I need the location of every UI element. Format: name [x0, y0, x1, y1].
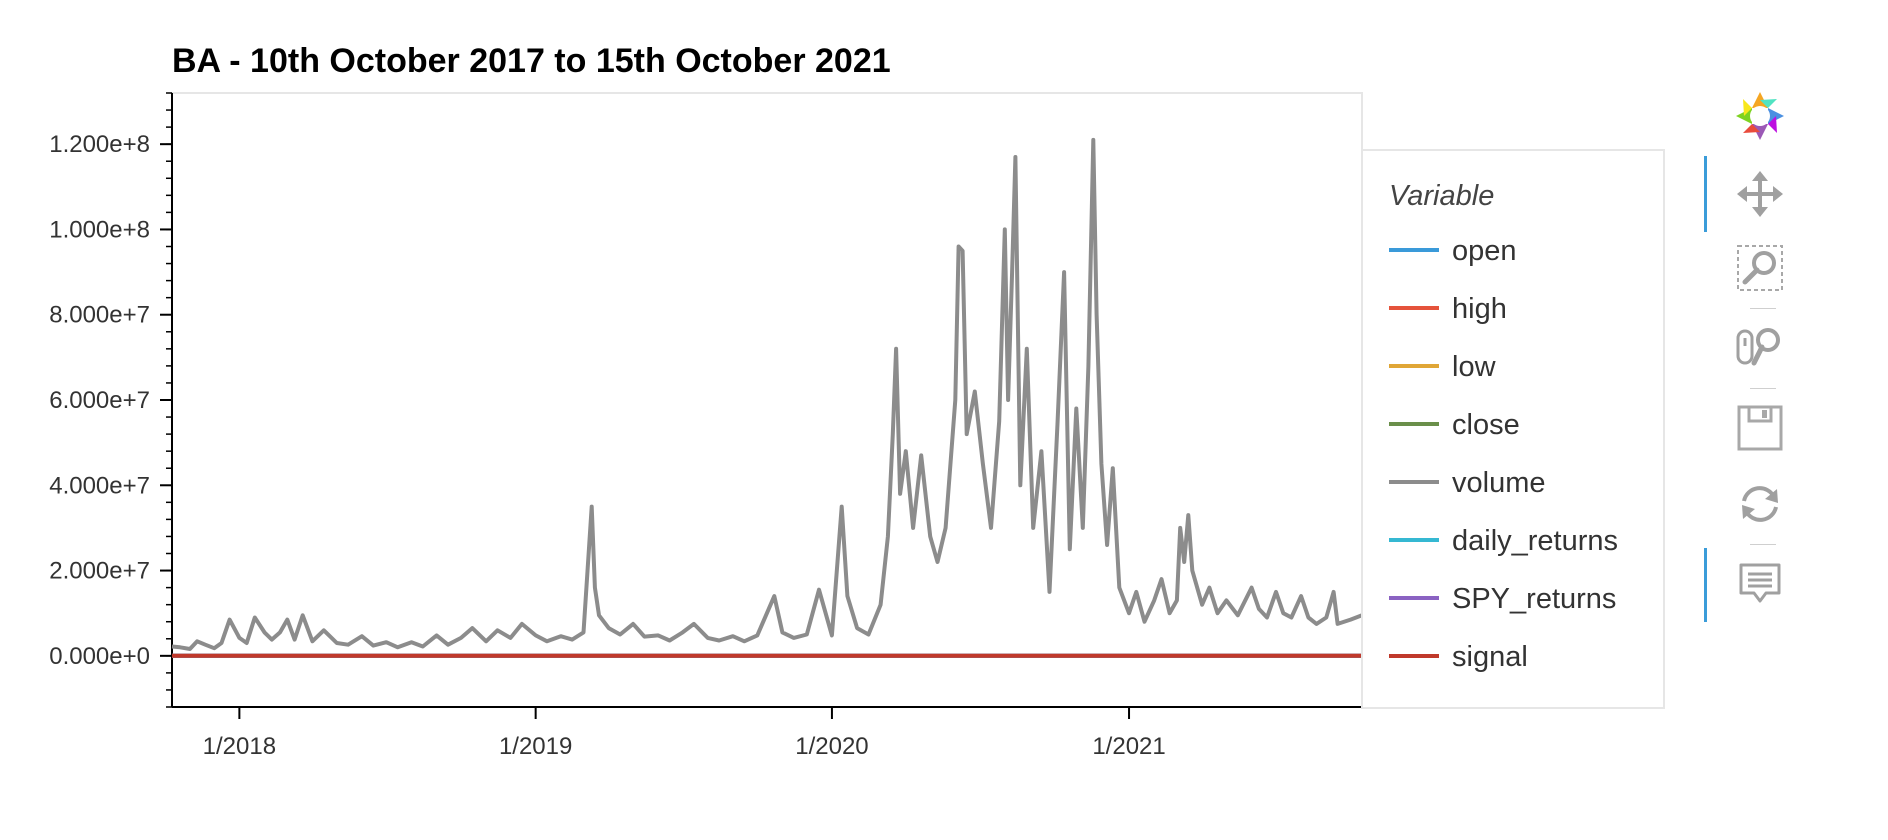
box-zoom-icon[interactable] — [1700, 236, 1820, 300]
x-tick-label: 1/2018 — [203, 733, 276, 760]
hover-active-indicator — [1704, 548, 1707, 622]
y-tick-label: 1.000e+8 — [49, 216, 150, 243]
legend-title: Variable — [1389, 180, 1494, 212]
y-tick-label: 6.000e+7 — [49, 387, 150, 414]
toolbar-separator — [1750, 308, 1776, 309]
chart-title: BA - 10th October 2017 to 15th October 2… — [172, 42, 891, 80]
y-tick-label: 2.000e+7 — [49, 558, 150, 585]
y-tick-label: 4.000e+7 — [49, 472, 150, 499]
y-tick-label: 0.000e+0 — [49, 643, 150, 670]
save-icon[interactable] — [1700, 396, 1820, 460]
legend-label: close — [1452, 409, 1520, 441]
toolbar-separator — [1750, 388, 1776, 389]
toolbar — [1700, 86, 1820, 626]
x-tick-label: 1/2019 — [499, 733, 572, 760]
legend-box — [1361, 149, 1665, 709]
wheel-zoom-icon[interactable] — [1700, 316, 1820, 380]
legend-label: open — [1452, 235, 1517, 267]
legend-label: volume — [1452, 467, 1546, 499]
legend-items: open high low close volume daily_returns SPY_r… — [1389, 235, 1618, 673]
legend-label: high — [1452, 293, 1507, 325]
pan-active-indicator — [1704, 156, 1707, 232]
x-tick-label: 1/2021 — [1092, 733, 1165, 760]
legend-label: daily_returns — [1452, 525, 1618, 557]
x-tick-label: 1/2020 — [795, 733, 868, 760]
legend: Variable open high low close volume daily_ret… — [1361, 149, 1665, 709]
x-axis: 1/2018 1/2019 1/2020 1/2021 — [172, 706, 1362, 760]
bokeh-logo-icon[interactable] — [1700, 86, 1820, 146]
reset-icon[interactable] — [1700, 472, 1820, 536]
series-lines[interactable] — [171, 137, 1363, 658]
hover-icon[interactable] — [1700, 552, 1820, 616]
legend-label: low — [1452, 351, 1497, 383]
y-tick-label: 1.200e+8 — [49, 131, 150, 158]
legend-label: SPY_returns — [1452, 583, 1616, 615]
y-tick-label: 8.000e+7 — [49, 302, 150, 329]
pan-icon[interactable] — [1700, 162, 1820, 226]
legend-label: signal — [1452, 641, 1528, 673]
series-line-volume — [171, 137, 1363, 651]
toolbar-separator — [1750, 544, 1776, 545]
y-axis: 0.000e+0 2.000e+7 4.000e+7 6.000e+7 8.000e+7… — [49, 92, 173, 708]
